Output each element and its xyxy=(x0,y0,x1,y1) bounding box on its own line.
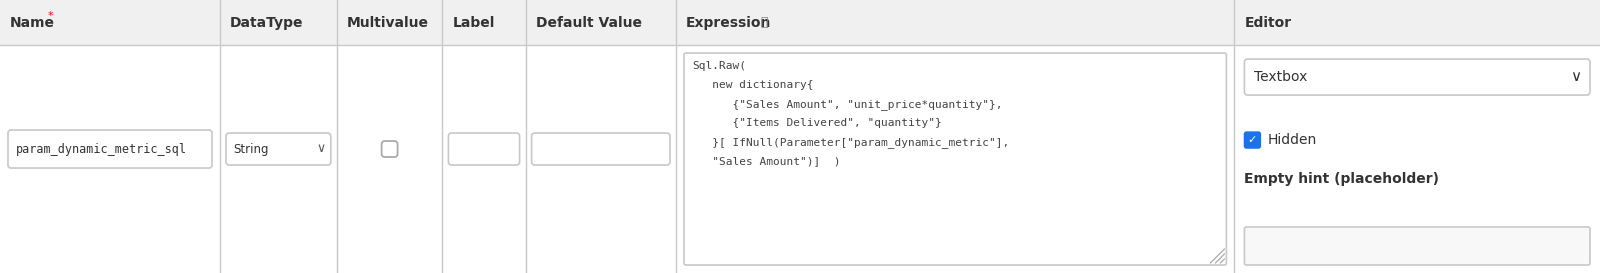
Text: Hidden: Hidden xyxy=(1267,133,1317,147)
FancyBboxPatch shape xyxy=(226,133,331,165)
Text: Editor: Editor xyxy=(1245,16,1291,29)
Text: }[ IfNull(Parameter["param_dynamic_metric"],: }[ IfNull(Parameter["param_dynamic_metri… xyxy=(691,137,1010,148)
Text: ∨: ∨ xyxy=(1570,69,1581,84)
Text: "Sales Amount")]  ): "Sales Amount")] ) xyxy=(691,156,840,166)
Text: Expression: Expression xyxy=(686,16,771,29)
FancyBboxPatch shape xyxy=(1245,227,1590,265)
Text: Empty hint (placeholder): Empty hint (placeholder) xyxy=(1245,172,1440,186)
Text: new dictionary{: new dictionary{ xyxy=(691,80,813,90)
Text: ∨: ∨ xyxy=(317,141,326,155)
FancyBboxPatch shape xyxy=(685,53,1227,265)
FancyBboxPatch shape xyxy=(382,141,398,157)
Text: Multivalue: Multivalue xyxy=(347,16,429,29)
Text: Label: Label xyxy=(453,16,494,29)
Text: Textbox: Textbox xyxy=(1254,70,1307,84)
Bar xyxy=(0,0,1600,45)
Text: *: * xyxy=(48,11,54,20)
Text: {"Items Delivered", "quantity"}: {"Items Delivered", "quantity"} xyxy=(691,118,942,128)
Text: param_dynamic_metric_sql: param_dynamic_metric_sql xyxy=(16,143,187,156)
Text: {"Sales Amount", "unit_price*quantity"},: {"Sales Amount", "unit_price*quantity"}, xyxy=(691,99,1003,110)
Text: ⓘ: ⓘ xyxy=(760,16,768,29)
Text: String: String xyxy=(234,143,269,156)
FancyBboxPatch shape xyxy=(448,133,520,165)
FancyBboxPatch shape xyxy=(8,130,211,168)
Text: Default Value: Default Value xyxy=(536,16,642,29)
Bar xyxy=(0,45,1600,273)
Text: DataType: DataType xyxy=(230,16,304,29)
FancyBboxPatch shape xyxy=(531,133,670,165)
FancyBboxPatch shape xyxy=(1245,59,1590,95)
Text: Sql.Raw(: Sql.Raw( xyxy=(691,61,746,71)
Text: ✓: ✓ xyxy=(1248,135,1258,145)
Text: Name: Name xyxy=(10,16,54,29)
FancyBboxPatch shape xyxy=(1245,132,1261,148)
